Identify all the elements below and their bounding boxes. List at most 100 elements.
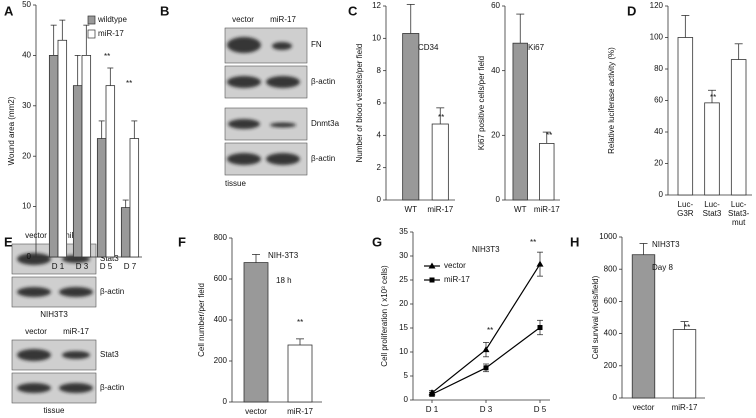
band	[17, 383, 51, 393]
error-bar	[131, 120, 138, 139]
y-tick-label: 60	[491, 1, 500, 10]
band	[17, 253, 51, 265]
panel-letter: G	[372, 234, 382, 249]
y-tick-label: 10	[372, 33, 381, 42]
y-tick-label: 40	[654, 127, 663, 136]
x-tick-label: miR-17	[672, 403, 698, 412]
y-tick-label: 5	[404, 371, 409, 380]
annotation: Day 8	[652, 263, 673, 272]
band	[59, 287, 93, 297]
bar	[431, 123, 449, 201]
lane-label: vector	[232, 15, 254, 24]
x-tick-label: D 1	[52, 262, 65, 271]
chart-panel: 0 20 40 60 Ki67 positive cells/per field WT mi…	[477, 1, 560, 214]
bar	[129, 138, 140, 258]
y-tick-label: 35	[399, 227, 408, 236]
lane-label: miR-17	[270, 15, 296, 24]
y-tick-label: 0	[613, 393, 618, 402]
x-tick-label: vector	[245, 407, 267, 416]
y-tick-label: 6	[377, 98, 382, 107]
band-label: β-actin	[100, 287, 124, 296]
y-tick-label: 200	[604, 361, 618, 370]
band	[227, 153, 261, 165]
error-bar	[50, 24, 57, 56]
x-tick-label: D 3	[76, 262, 89, 271]
annotation: NIH3T3	[472, 245, 500, 254]
band	[227, 37, 261, 53]
annotation: Ki67	[528, 43, 545, 52]
band	[270, 122, 296, 128]
error-bar	[122, 199, 129, 208]
marker	[536, 260, 544, 267]
x-tick-label: WT	[405, 205, 418, 214]
error-bar	[296, 338, 304, 346]
y-tick-label: 12	[372, 1, 381, 10]
x-tick-label: D 7	[124, 262, 137, 271]
y-axis-label: Relative luciferase activity (%)	[607, 47, 616, 154]
blot-caption: NIH3T3	[40, 310, 68, 319]
legend-marker	[429, 277, 435, 283]
y-axis-label: Cell number/per field	[197, 283, 206, 357]
legend-label: miR-17	[444, 275, 470, 284]
error-bar	[107, 67, 114, 86]
x-tick-label: Luc-Stat3-mut	[728, 200, 750, 227]
band-label: Stat3	[100, 350, 119, 359]
x-tick-label: WT	[514, 205, 527, 214]
y-tick-label: 600	[214, 274, 228, 283]
y-tick-label: 800	[604, 264, 618, 273]
bar	[677, 37, 694, 196]
y-axis-label: Ki67 positive cells/per field	[477, 56, 486, 150]
band-label: β-actin	[311, 77, 335, 86]
y-tick-label: 0	[496, 195, 501, 204]
error-bar	[708, 89, 716, 103]
x-tick-label: Luc-G3R	[677, 200, 694, 218]
panel-letter: C	[348, 3, 358, 18]
bar	[48, 55, 59, 258]
y-tick-label: 200	[214, 356, 228, 365]
x-tick-label: D 3	[480, 405, 493, 414]
x-tick-label: D 5	[100, 262, 113, 271]
bar	[512, 42, 528, 201]
error-bar	[542, 131, 551, 144]
marker	[482, 346, 490, 353]
panel-letter: B	[160, 3, 169, 18]
y-tick-label: 20	[491, 130, 500, 139]
error-bar	[680, 321, 689, 330]
bar	[243, 262, 269, 403]
band-label: β-actin	[311, 154, 335, 163]
y-tick-label: 0	[404, 395, 409, 404]
band	[266, 76, 300, 88]
annotation: NIH3T3	[652, 240, 680, 249]
band	[227, 76, 261, 88]
y-tick-label: 10	[399, 347, 408, 356]
y-tick-label: 800	[214, 233, 228, 242]
y-tick-label: 40	[22, 51, 31, 60]
marker	[537, 325, 543, 331]
x-tick-label: vector	[633, 403, 655, 412]
error-bar	[59, 19, 66, 41]
bar	[672, 329, 697, 399]
y-tick-label: 400	[604, 329, 618, 338]
bar	[96, 138, 107, 258]
x-tick-label: miR-17	[427, 205, 453, 214]
x-tick-label: miR-17	[534, 205, 560, 214]
blot-panel-e: E vector miR-17 Stat3 β-actin NIH3T3 vec…	[4, 231, 124, 415]
band-label: Stat3	[100, 254, 119, 263]
legend-marker	[428, 262, 436, 269]
x-tick-label: miR-17	[287, 407, 313, 416]
error-bar	[252, 253, 260, 263]
y-tick-label: 400	[214, 315, 228, 324]
legend-label: miR-17	[98, 29, 124, 38]
panel-letter: H	[570, 234, 579, 249]
panel-letter: D	[627, 3, 636, 18]
y-tick-label: 0	[27, 252, 32, 261]
band	[62, 351, 90, 359]
band-label: β-actin	[100, 383, 124, 392]
band	[266, 153, 300, 165]
bar	[287, 344, 313, 403]
y-tick-label: 20	[22, 151, 31, 160]
bar	[120, 207, 131, 258]
y-tick-label: 120	[650, 1, 664, 10]
band-label: FN	[311, 40, 322, 49]
